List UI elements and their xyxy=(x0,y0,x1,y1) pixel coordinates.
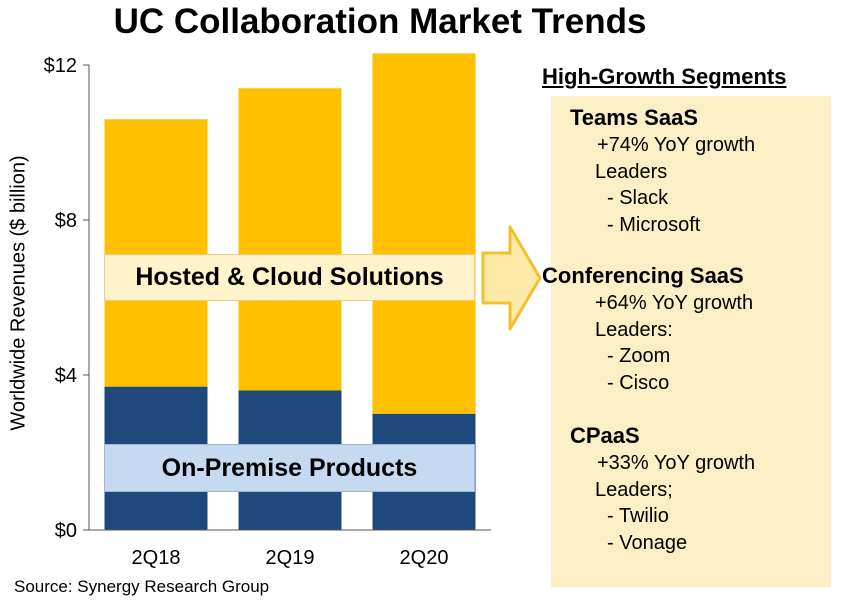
segments-panel: Teams SaaS +74% YoY growth Leaders - Sla… xyxy=(542,96,831,587)
segment-teams-saas: Teams SaaS +74% YoY growth Leaders - Sla… xyxy=(551,104,831,238)
source-note: Source: Synergy Research Group xyxy=(14,577,270,596)
x-tick-label: 2Q18 xyxy=(132,547,181,569)
segment-growth: +33% YoY growth xyxy=(597,452,756,474)
bar-hosted-cloud-2Q19 xyxy=(238,88,342,391)
segment-leader: - Slack xyxy=(607,187,669,209)
bar-hosted-cloud-2Q20 xyxy=(372,53,476,414)
segment-leader: - Twilio xyxy=(607,505,669,527)
segment-growth: +74% YoY growth xyxy=(597,134,756,156)
segment-leader: - Vonage xyxy=(607,531,688,554)
x-tick-label: 2Q19 xyxy=(266,547,315,569)
y-tick-label: $12 xyxy=(44,55,77,77)
segment-growth: +64% YoY growth xyxy=(595,292,754,314)
segment-conferencing-saas: Conferencing SaaS +64% YoY growth Leader… xyxy=(542,262,831,396)
segment-leader: - Cisco xyxy=(607,371,670,394)
chart-title: UC Collaboration Market Trends xyxy=(113,2,647,41)
y-tick-label: $0 xyxy=(55,520,77,542)
y-tick-label: $8 xyxy=(55,210,77,232)
segment-name: Conferencing SaaS xyxy=(542,263,744,288)
callout-arrow xyxy=(481,225,542,331)
bar-hosted-cloud-2Q18 xyxy=(104,119,208,387)
segment-leaders-label: Leaders: xyxy=(595,318,673,341)
segment-leaders-label: Leaders xyxy=(595,160,668,183)
x-tick-label: 2Q20 xyxy=(400,547,449,569)
segment-cpaas: CPaaS +33% YoY growth Leaders; - Twilio … xyxy=(551,422,831,556)
segment-leader: - Microsoft xyxy=(607,213,701,236)
segments-panel-title: High-Growth Segments xyxy=(542,64,787,89)
segment-leader: - Zoom xyxy=(607,345,671,367)
segment-name: Teams SaaS xyxy=(570,105,699,130)
segment-name: CPaaS xyxy=(570,423,640,448)
y-tick-label: $4 xyxy=(55,365,77,387)
on-premise-series-label: On-Premise Products xyxy=(104,444,475,492)
segment-leaders-label: Leaders; xyxy=(595,478,673,501)
hosted-cloud-series-label: Hosted & Cloud Solutions xyxy=(104,254,475,301)
